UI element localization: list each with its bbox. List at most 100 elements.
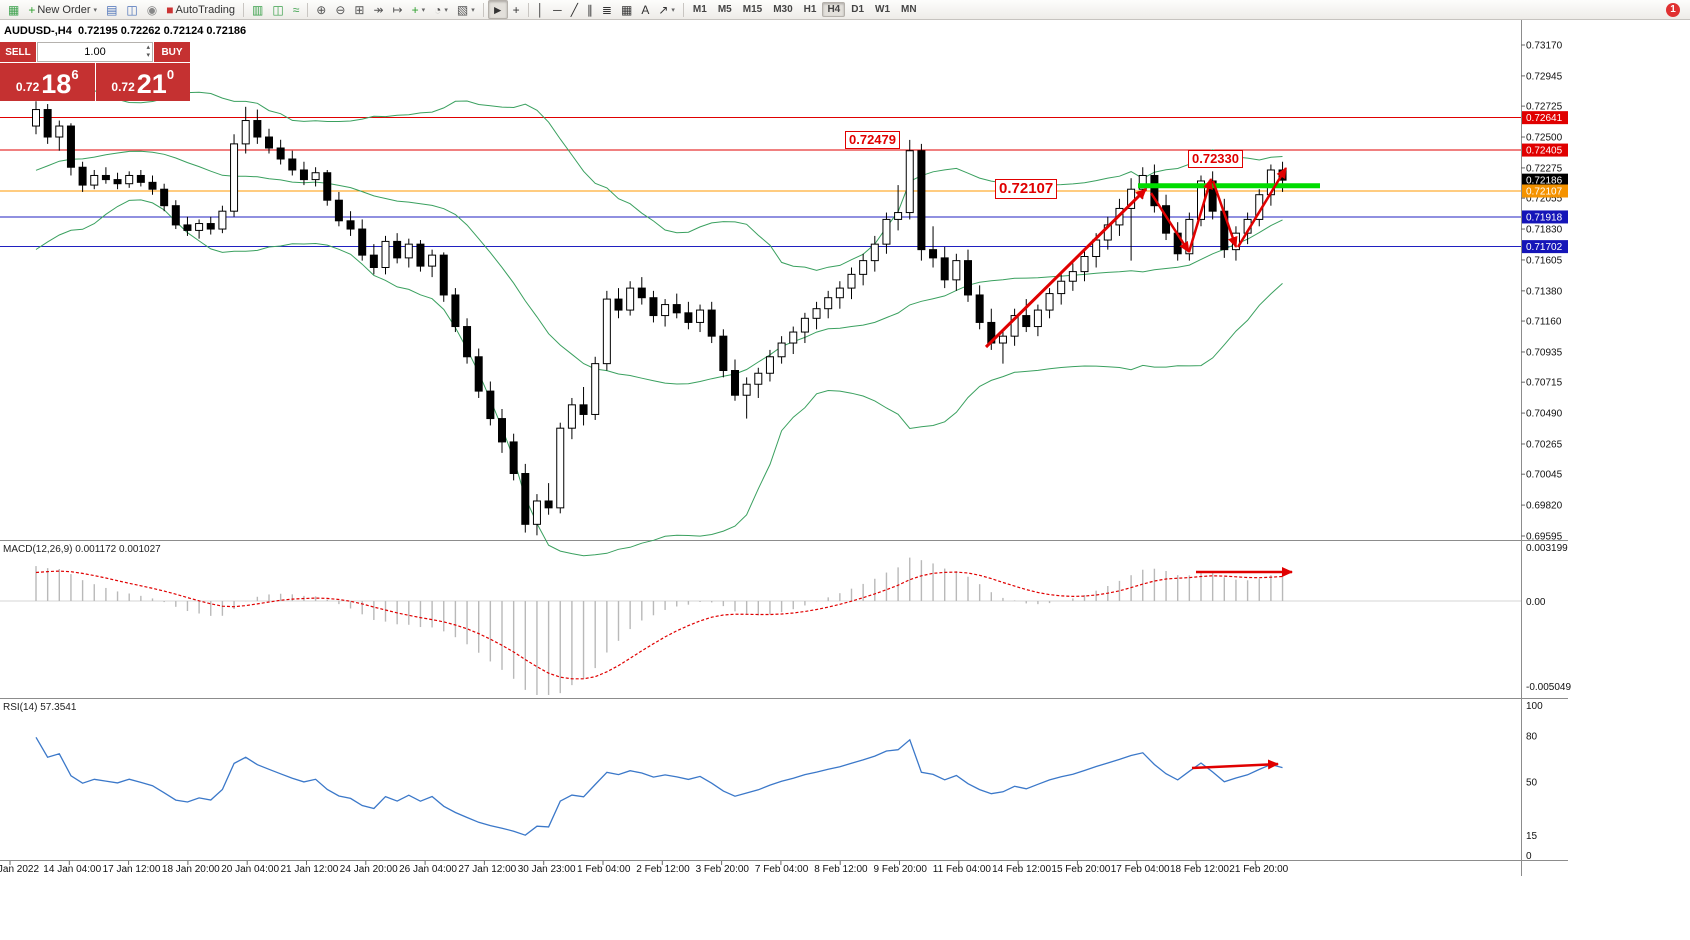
time-axis-label: 15 Feb 20:00 bbox=[1051, 864, 1110, 875]
price-axis-label: 0.72055 bbox=[1526, 194, 1563, 205]
volume-input[interactable]: 1.00 ▴ ▾ bbox=[37, 42, 153, 62]
candle-body bbox=[451, 294, 460, 328]
print-icon[interactable]: ▤ bbox=[106, 2, 118, 17]
chart-shift-icon[interactable]: ↦ bbox=[392, 2, 403, 17]
sell-price-big: 18 bbox=[41, 69, 72, 100]
time-axis-label: 24 Jan 20:00 bbox=[340, 864, 398, 875]
timeframe-m15[interactable]: M15 bbox=[742, 4, 763, 15]
timeframe-m5[interactable]: M5 bbox=[717, 4, 732, 15]
bollinger-band-line bbox=[35, 150, 1283, 385]
template-icon[interactable]: ▧ ▾ bbox=[456, 2, 475, 17]
price-badge bbox=[1522, 184, 1568, 198]
price-badge-label: 0.72405 bbox=[1526, 146, 1563, 157]
text-icon[interactable]: A bbox=[641, 2, 650, 17]
timeframe-d1[interactable]: D1 bbox=[851, 4, 865, 15]
candle-body bbox=[509, 441, 518, 475]
candle-body bbox=[789, 331, 798, 344]
price-axis-label: 0.72725 bbox=[1526, 102, 1563, 113]
fibonacci-icon[interactable]: ≣ bbox=[601, 2, 612, 17]
candlestick-chart-icon[interactable]: ◫ bbox=[272, 2, 284, 17]
price-badge bbox=[1522, 210, 1568, 224]
arrows-tool-icon[interactable]: ↗ ▾ bbox=[658, 2, 675, 17]
tile-windows-icon[interactable]: ⊞ bbox=[354, 2, 365, 17]
buy-price-display[interactable]: 0.72 21 0 bbox=[95, 63, 190, 101]
period-icon[interactable]: ◔ ▾ bbox=[434, 2, 448, 17]
terminal-icon[interactable]: ▦ bbox=[8, 2, 20, 17]
sell-price-display[interactable]: 0.72 18 6 bbox=[0, 63, 95, 101]
candle-body bbox=[882, 218, 891, 245]
trend-arrow[interactable] bbox=[1236, 167, 1288, 248]
price-axis-label: 0.72500 bbox=[1526, 133, 1563, 144]
auto-scroll-icon[interactable]: ↠ bbox=[373, 2, 384, 17]
candle-body bbox=[125, 174, 134, 185]
candle-body bbox=[964, 260, 972, 296]
candle-body bbox=[136, 174, 145, 183]
bar-chart-icon[interactable]: ▥ bbox=[252, 2, 264, 17]
candle-body bbox=[486, 390, 495, 420]
rsi-axis-label: 80 bbox=[1526, 732, 1538, 743]
trendline-icon[interactable]: ╱ bbox=[570, 2, 578, 17]
trend-arrow[interactable] bbox=[1187, 178, 1213, 253]
zoom-in-icon[interactable]: ⊕ bbox=[316, 2, 327, 17]
sell-button[interactable]: SELL bbox=[0, 42, 36, 62]
time-axis-label: 7 Feb 04:00 bbox=[755, 864, 809, 875]
buy-button[interactable]: BUY bbox=[154, 42, 190, 62]
macd-axis-label: 0.003199 bbox=[1526, 543, 1568, 554]
candle-body bbox=[381, 240, 390, 268]
time-axis-label: 27 Jan 12:00 bbox=[458, 864, 516, 875]
notification-badge[interactable]: 1 bbox=[1666, 2, 1680, 17]
volume-up-button[interactable]: ▴ bbox=[146, 44, 150, 51]
vertical-line-icon[interactable]: │ bbox=[536, 2, 545, 17]
candle-body bbox=[416, 243, 425, 267]
zoom-out-icon[interactable]: ⊖ bbox=[335, 2, 346, 17]
timeframe-m1[interactable]: M1 bbox=[692, 4, 707, 15]
time-axis-label: 2 Feb 12:00 bbox=[636, 864, 690, 875]
trend-arrow[interactable] bbox=[1191, 759, 1279, 770]
trend-arrow[interactable] bbox=[984, 187, 1148, 349]
candle-body bbox=[393, 240, 402, 259]
candle-body bbox=[696, 309, 705, 323]
price-badge bbox=[1522, 111, 1568, 125]
candle-body bbox=[299, 169, 308, 181]
macd-axis-label: 0.00 bbox=[1526, 597, 1546, 608]
volume-down-button[interactable]: ▾ bbox=[146, 51, 150, 59]
autotrading-button[interactable]: ■ AutoTrading bbox=[166, 2, 236, 17]
time-axis-label: 11 Feb 04:00 bbox=[933, 864, 992, 875]
price-badge-label: 0.72186 bbox=[1526, 176, 1563, 187]
bollinger-band-line bbox=[35, 199, 1283, 557]
timeframe-h1[interactable]: H1 bbox=[803, 4, 817, 15]
data-window-icon[interactable]: ◉ bbox=[146, 2, 158, 17]
cursor-icon[interactable]: ► bbox=[487, 0, 508, 19]
buy-price-base: 0.72 bbox=[111, 80, 135, 94]
candle-body bbox=[1057, 280, 1066, 295]
candle-body bbox=[311, 172, 320, 181]
candle-body bbox=[870, 243, 879, 262]
horizontal-line-icon[interactable]: ─ bbox=[553, 2, 562, 17]
price-axis-label: 0.71380 bbox=[1526, 286, 1563, 297]
crosshair-icon[interactable]: + bbox=[512, 2, 520, 17]
rsi-line bbox=[35, 736, 1283, 836]
new-order-button[interactable]: + New Order ▾ bbox=[28, 2, 98, 17]
time-axis-label: 1 Feb 04:00 bbox=[577, 864, 631, 875]
time-axis-label: 14 Jan 04:00 bbox=[43, 864, 101, 875]
candle-body bbox=[218, 210, 227, 230]
timeframe-w1[interactable]: W1 bbox=[875, 4, 891, 15]
timeframe-mn[interactable]: MN bbox=[901, 4, 917, 15]
rsi-axis-label: 50 bbox=[1526, 778, 1538, 789]
timeframe-h4[interactable]: H4 bbox=[822, 2, 846, 17]
line-chart-icon[interactable]: ≈ bbox=[292, 2, 300, 17]
timeframe-m30[interactable]: M30 bbox=[773, 4, 793, 15]
new-chart-icon[interactable]: + ▾ bbox=[411, 2, 426, 17]
sell-price-sup: 6 bbox=[71, 67, 79, 82]
equidistant-channel-icon[interactable]: ∥ bbox=[586, 2, 593, 17]
bollinger-band-line bbox=[35, 86, 1283, 271]
trend-arrow[interactable] bbox=[1149, 192, 1191, 253]
price-badge bbox=[1522, 143, 1568, 157]
macd-signal-line bbox=[35, 570, 1283, 680]
chart-window-icon[interactable]: ◫ bbox=[126, 2, 138, 17]
candle-body bbox=[742, 383, 751, 396]
trend-arrow[interactable] bbox=[1211, 180, 1238, 248]
price-axis-label: 0.72275 bbox=[1526, 163, 1563, 174]
shapes-icon[interactable]: ▦ bbox=[620, 2, 633, 17]
